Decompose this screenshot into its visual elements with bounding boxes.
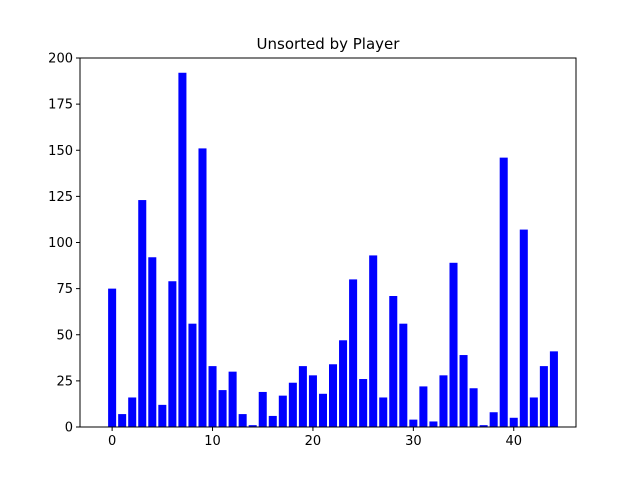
bar-13: [238, 414, 247, 427]
bar-2: [128, 397, 137, 427]
bar-26: [369, 255, 378, 427]
bar-28: [389, 296, 398, 427]
bar-25: [359, 379, 368, 427]
x-tick-label: 0: [108, 434, 116, 449]
y-tick-label: 75: [56, 282, 73, 297]
bar-24: [349, 279, 358, 427]
bar-14: [248, 425, 257, 427]
bar-19: [298, 366, 307, 427]
bar-0: [108, 288, 117, 427]
bar-5: [158, 404, 167, 427]
bar-31: [419, 386, 428, 427]
bar-10: [208, 366, 217, 427]
x-tick-label: 20: [305, 434, 322, 449]
bar-11: [218, 390, 227, 427]
chart-title: Unsorted by Player: [257, 35, 401, 53]
bar-40: [509, 417, 518, 427]
bar-8: [188, 323, 197, 427]
bar-15: [258, 391, 267, 427]
bar-7: [178, 72, 187, 427]
y-tick-label: 150: [48, 144, 73, 159]
y-tick-label: 50: [56, 328, 73, 343]
bar-44: [549, 351, 558, 427]
bar-20: [308, 375, 317, 427]
bar-1: [118, 414, 127, 427]
x-tick-label: 40: [505, 434, 522, 449]
bar-42: [529, 397, 538, 427]
bar-27: [379, 397, 388, 427]
x-tick-label: 30: [405, 434, 422, 449]
bar-16: [268, 415, 277, 427]
bar-23: [339, 340, 348, 427]
bar-29: [399, 323, 408, 427]
bar-35: [459, 355, 468, 427]
x-axis: 0 10 20 30 40: [108, 427, 522, 449]
bar-39: [499, 157, 508, 427]
y-tick-label: 25: [56, 374, 73, 389]
bar-38: [489, 412, 498, 427]
bar-37: [479, 425, 488, 427]
bar-36: [469, 388, 478, 427]
bar-30: [409, 419, 418, 427]
y-tick-label: 100: [48, 236, 73, 251]
bar-9: [198, 148, 207, 427]
y-tick-label: 125: [48, 190, 73, 205]
bar-3: [138, 200, 147, 427]
x-tick-label: 10: [204, 434, 221, 449]
plot-frame: [79, 57, 577, 428]
y-axis: 0 25 50 75 100 125 150 175 200: [48, 52, 80, 436]
bar-21: [318, 393, 327, 427]
bar-12: [228, 371, 237, 427]
bar-34: [449, 262, 458, 427]
bar-series: [108, 72, 558, 427]
bar-41: [519, 229, 528, 427]
bar-32: [429, 421, 438, 427]
bar-6: [168, 281, 177, 427]
bar-43: [539, 366, 548, 427]
bar-17: [278, 395, 287, 427]
y-tick-label: 200: [48, 52, 73, 67]
bar-33: [439, 375, 448, 427]
bar-22: [329, 364, 338, 427]
y-tick-label: 175: [48, 98, 73, 113]
y-tick-label: 0: [65, 421, 73, 436]
bar-4: [148, 257, 157, 427]
bar-18: [288, 382, 297, 427]
